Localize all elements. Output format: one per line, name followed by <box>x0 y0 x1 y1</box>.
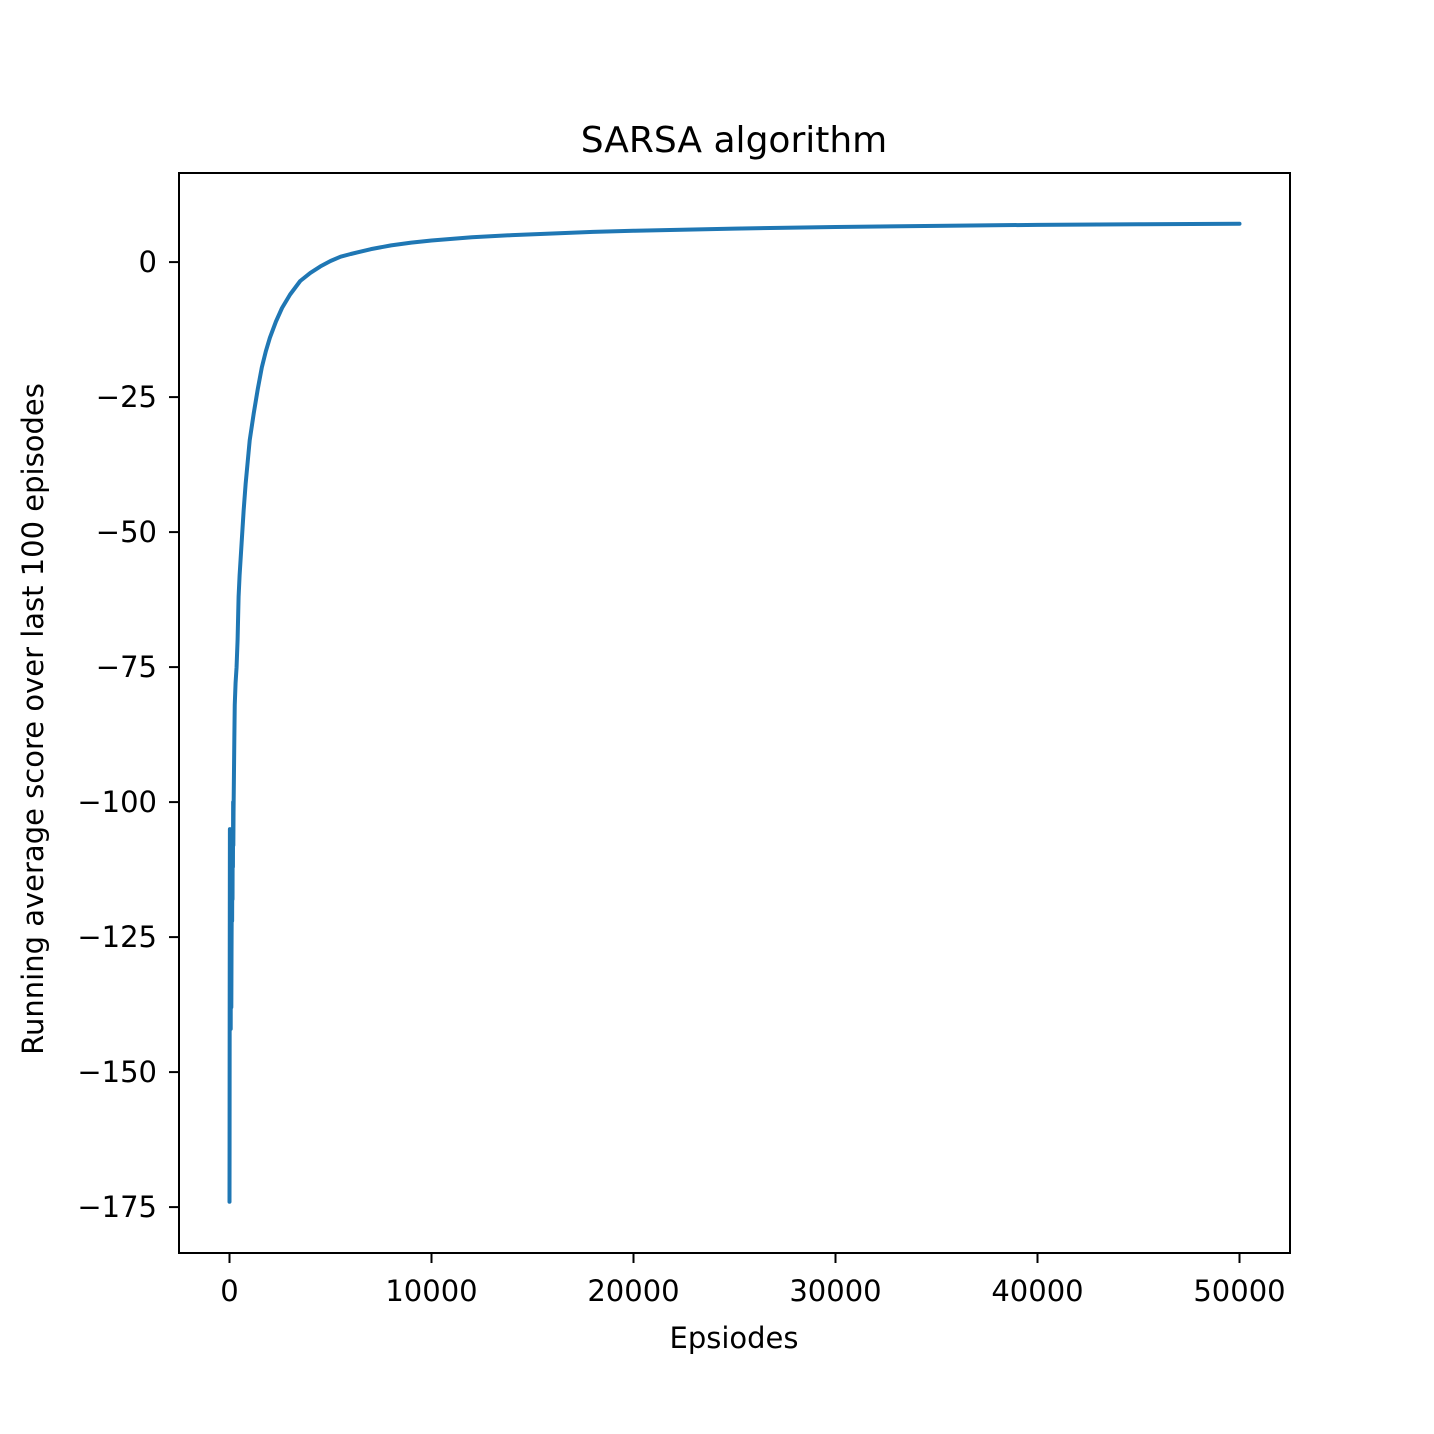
plot-area-frame <box>178 172 1291 1254</box>
y-axis-label: Running average score over last 100 epis… <box>16 383 50 1055</box>
y-tick-label: −25 <box>96 380 157 414</box>
x-tick-label: 0 <box>220 1274 238 1308</box>
x-tick-label: 40000 <box>991 1274 1083 1308</box>
x-tick-label: 10000 <box>385 1274 477 1308</box>
x-tick-label: 20000 <box>587 1274 679 1308</box>
y-tick-label: −75 <box>96 650 157 684</box>
y-tick-label: −125 <box>77 920 157 954</box>
series-line-0 <box>227 221 1242 1204</box>
y-tick-label: 0 <box>139 245 157 279</box>
y-axis-ticks: 0 −25 −50 −75 −100 −125 −150 −175 <box>77 245 179 1224</box>
x-axis-ticks: 0 10000 20000 30000 40000 50000 <box>220 1253 1286 1308</box>
x-axis-label: Epsiodes <box>670 1321 799 1355</box>
x-tick-label: 30000 <box>789 1274 881 1308</box>
y-tick-label: −100 <box>77 785 157 819</box>
y-tick-label: −50 <box>96 515 157 549</box>
chart-title: SARSA algorithm <box>581 120 888 161</box>
y-tick-label: −175 <box>77 1190 157 1224</box>
x-tick-label: 50000 <box>1193 1274 1285 1308</box>
series-layer <box>227 221 1242 1204</box>
y-tick-label: −150 <box>77 1055 157 1089</box>
